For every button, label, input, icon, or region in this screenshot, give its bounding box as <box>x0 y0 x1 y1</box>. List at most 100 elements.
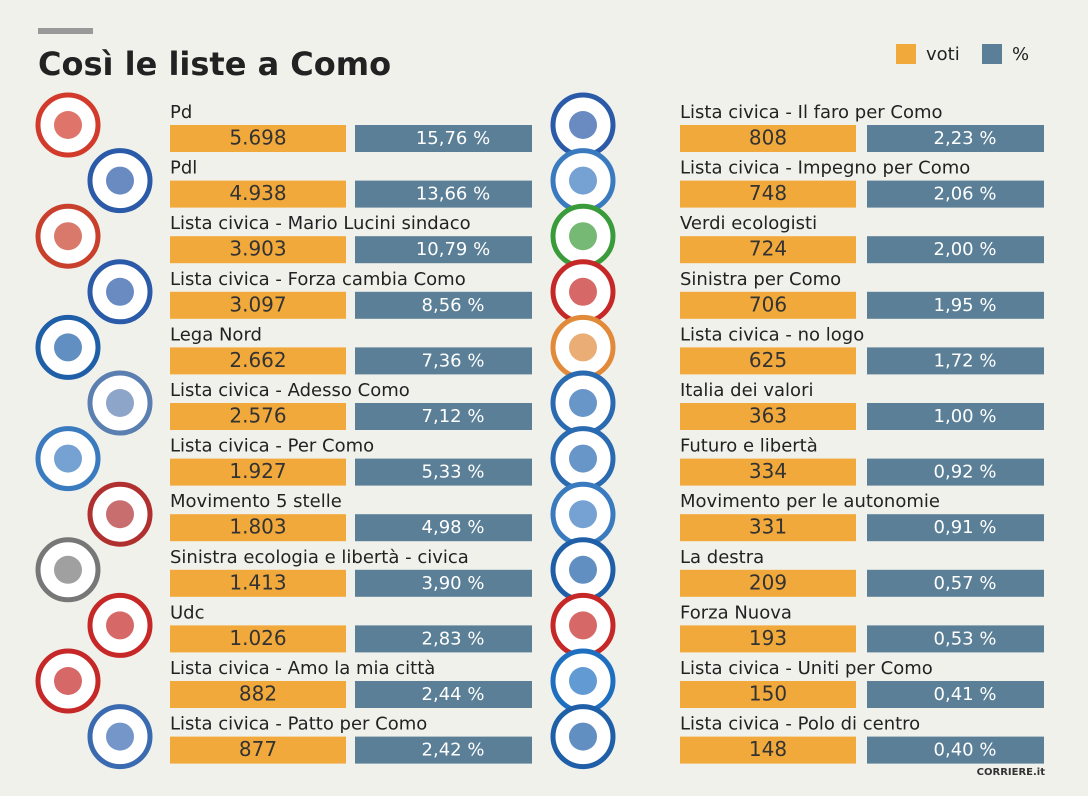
percent-value: 15,76 % <box>416 128 490 149</box>
votes-bar <box>170 736 346 764</box>
party-logo-center <box>54 222 82 251</box>
party-name: Lista civica - Polo di centro <box>680 714 920 735</box>
votes-value: 193 <box>749 626 787 650</box>
votes-bar <box>170 180 346 208</box>
party-logo-center <box>569 555 597 584</box>
votes-value: 706 <box>749 292 787 316</box>
party-logo-center <box>54 444 82 473</box>
votes-value: 882 <box>239 682 277 706</box>
party-logo-center <box>106 722 134 751</box>
votes-value: 363 <box>749 404 787 428</box>
votes-value: 748 <box>749 181 787 205</box>
percent-bar <box>355 125 532 152</box>
party-name: Lista civica - Impegno per Como <box>680 158 970 179</box>
votes-bar <box>680 125 856 152</box>
votes-value: 331 <box>749 515 787 539</box>
percent-bar <box>355 403 532 430</box>
percent-bar <box>867 180 1044 208</box>
percent-value: 0,41 % <box>934 684 997 705</box>
votes-bar <box>680 236 856 264</box>
percent-bar <box>867 236 1044 264</box>
percent-value: 3,90 % <box>422 573 485 594</box>
percent-bar <box>355 681 532 708</box>
votes-value: 1.927 <box>229 459 286 483</box>
percent-bar <box>867 125 1044 152</box>
party-name: Lista civica - no logo <box>680 324 864 345</box>
percent-value: 0,92 % <box>934 462 997 483</box>
percent-bar <box>867 403 1044 430</box>
percent-value: 0,53 % <box>934 628 997 649</box>
votes-bar <box>680 291 856 319</box>
votes-value: 877 <box>239 737 277 761</box>
party-name: Lista civica - Per Como <box>170 436 374 457</box>
votes-bar <box>170 514 346 542</box>
percent-bar <box>867 681 1044 708</box>
votes-bar <box>680 514 856 542</box>
legend-label: voti <box>926 44 960 65</box>
party-logo-center <box>54 111 82 139</box>
votes-value: 2.662 <box>229 348 286 372</box>
votes-value: 1.413 <box>229 570 286 594</box>
votes-bar <box>170 458 346 486</box>
party-name: Pd <box>170 102 192 123</box>
votes-bar <box>680 569 856 597</box>
party-logo-center <box>54 333 82 362</box>
party-logo-center <box>54 555 82 584</box>
party-logo-center <box>106 500 134 529</box>
percent-value: 8,56 % <box>422 295 485 316</box>
party-name: Verdi ecologisti <box>680 213 817 234</box>
percent-bar <box>355 569 532 597</box>
party-name: Lista civica - Mario Lucini sindaco <box>170 213 471 234</box>
votes-bar <box>680 625 856 653</box>
percent-bar <box>867 569 1044 597</box>
party-logo-center <box>54 667 82 695</box>
party-name: Lista civica - Patto per Como <box>170 714 427 735</box>
votes-value: 3.097 <box>229 292 286 316</box>
votes-bar <box>170 125 346 152</box>
party-logo-center <box>569 111 597 139</box>
percent-value: 0,57 % <box>934 573 997 594</box>
percent-bar <box>355 625 532 653</box>
votes-bar <box>170 236 346 264</box>
votes-bar <box>680 681 856 708</box>
party-name: Lista civica - Adesso Como <box>170 380 410 401</box>
legend-swatch <box>982 44 1002 64</box>
party-logo-center <box>106 389 134 417</box>
votes-bar <box>170 625 346 653</box>
party-name: Futuro e libertà <box>680 436 818 457</box>
percent-value: 7,12 % <box>422 406 485 427</box>
percent-value: 7,36 % <box>422 350 485 371</box>
votes-bar <box>170 569 346 597</box>
votes-bar <box>680 403 856 430</box>
party-name: Udc <box>170 602 205 623</box>
votes-value: 625 <box>749 348 787 372</box>
party-logo-center <box>569 222 597 251</box>
percent-value: 10,79 % <box>416 239 490 260</box>
party-logo-center <box>569 333 597 362</box>
party-name: Lista civica - Amo la mia città <box>170 658 435 679</box>
party-name: Forza Nuova <box>680 602 792 623</box>
party-name: Pdl <box>170 158 197 179</box>
party-logo-center <box>569 722 597 751</box>
percent-bar <box>867 514 1044 542</box>
votes-value: 150 <box>749 682 787 706</box>
legend-swatch <box>896 44 916 64</box>
percent-bar <box>355 180 532 208</box>
title: Così le liste a Como <box>38 45 391 83</box>
party-logo-center <box>106 611 134 640</box>
percent-bar <box>355 347 532 375</box>
party-name: Lista civica - Uniti per Como <box>680 658 933 679</box>
percent-value: 0,91 % <box>934 517 997 538</box>
percent-value: 2,06 % <box>934 184 997 205</box>
votes-value: 5.698 <box>229 126 286 150</box>
percent-bar <box>867 458 1044 486</box>
percent-value: 5,33 % <box>422 462 485 483</box>
party-logo-center <box>569 389 597 417</box>
percent-value: 13,66 % <box>416 184 490 205</box>
percent-value: 2,42 % <box>422 740 485 761</box>
votes-value: 724 <box>749 237 787 261</box>
percent-value: 4,98 % <box>422 517 485 538</box>
party-name: Lista civica - Il faro per Como <box>680 102 943 123</box>
party-logo-center <box>569 444 597 473</box>
